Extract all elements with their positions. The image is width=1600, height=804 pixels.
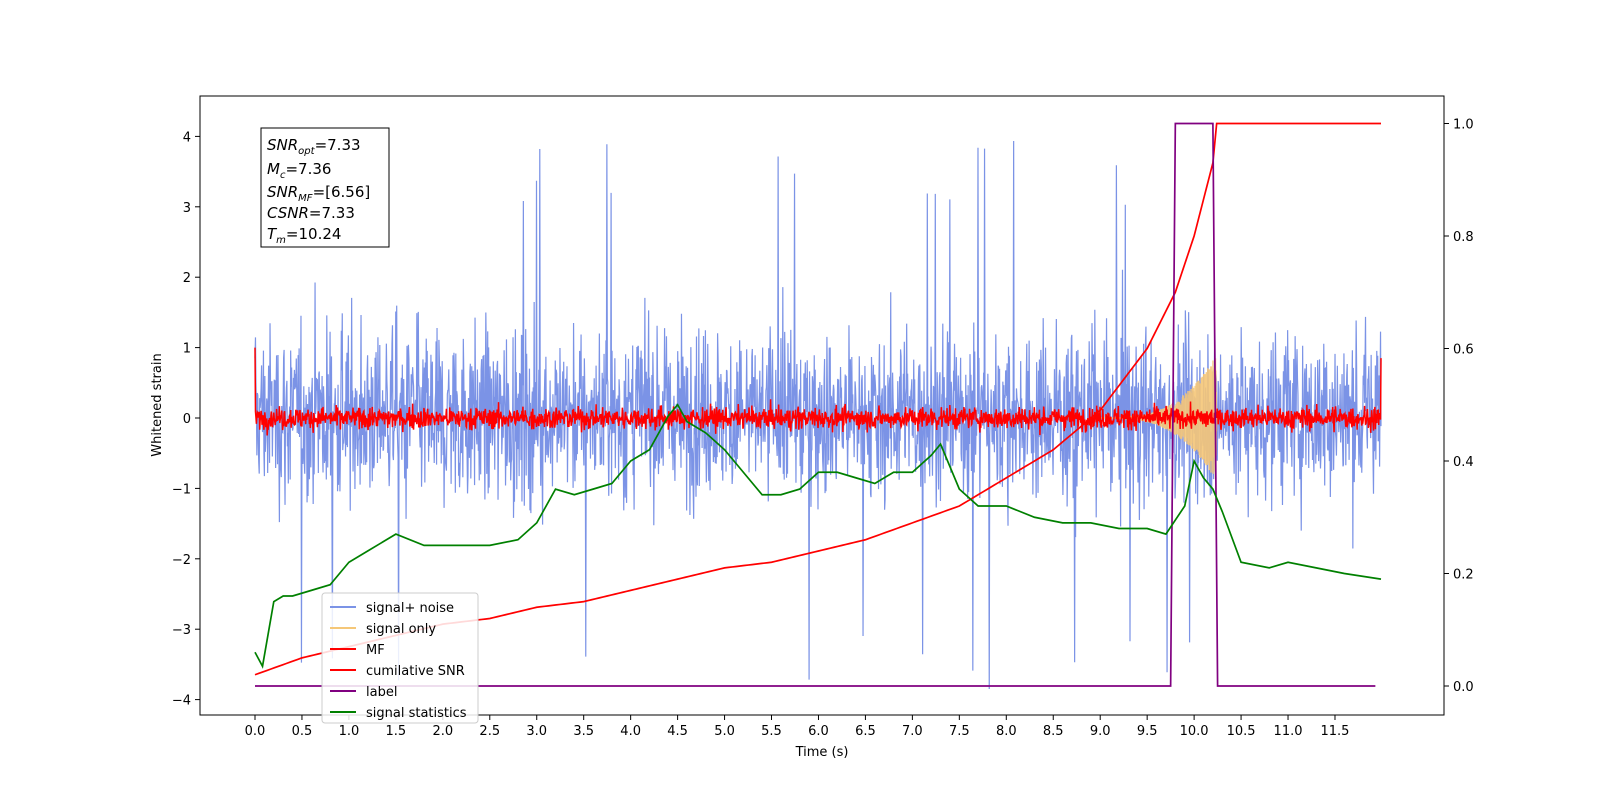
- legend-label: signal statistics: [366, 706, 467, 721]
- legend-label: signal+ noise: [366, 601, 454, 616]
- info-snr-mf: SNRMF=[6.56]: [267, 183, 370, 204]
- x-tick-label: 6.0: [808, 724, 829, 739]
- plot-frame: [199, 95, 1445, 716]
- y-left-tick-label: −3: [172, 623, 191, 638]
- x-axis-label: Time (s): [795, 745, 849, 760]
- x-tick-label: 5.5: [761, 724, 782, 739]
- y-left-tick-label: 1: [183, 342, 191, 357]
- x-tick-label: 3.0: [526, 724, 547, 739]
- info-tm: Tm=10.24: [267, 225, 341, 246]
- info-snr-opt: SNRopt=7.33: [267, 136, 361, 157]
- x-tick-label: 8.0: [996, 724, 1017, 739]
- x-tick-label: 11.5: [1321, 724, 1350, 739]
- info-mc: Mc=7.36: [267, 160, 331, 181]
- info-csnr: CSNR=7.33: [267, 204, 355, 222]
- x-tick-label: 8.5: [1043, 724, 1064, 739]
- y-right-tick-label: 1.0: [1453, 118, 1474, 133]
- legend-label: cumilative SNR: [366, 664, 465, 679]
- y-right-tick-label: 0.2: [1453, 568, 1474, 583]
- x-tick-label: 5.0: [714, 724, 735, 739]
- y-axis-label: Whitened strain: [150, 353, 165, 456]
- x-tick-label: 2.0: [432, 724, 453, 739]
- y-left-tick-label: 3: [183, 201, 191, 216]
- x-tick-label: 2.5: [479, 724, 500, 739]
- y-left-tick-label: 2: [183, 271, 191, 286]
- x-tick-label: 9.5: [1137, 724, 1158, 739]
- x-tick-label: 6.5: [855, 724, 876, 739]
- y-left-tick-label: −1: [172, 482, 191, 497]
- x-tick-label: 0.0: [245, 724, 266, 739]
- y-left-tick-label: 4: [183, 130, 191, 145]
- series-signal-statistics: [254, 403, 1382, 669]
- x-tick-label: 11.0: [1274, 724, 1303, 739]
- x-tick-label: 7.5: [949, 724, 970, 739]
- x-tick-label: 1.5: [386, 724, 407, 739]
- x-tick-label: 4.5: [667, 724, 688, 739]
- x-tick-label: 1.0: [339, 724, 360, 739]
- y-left-tick-label: −2: [172, 553, 191, 568]
- y-left-tick-label: 0: [183, 412, 191, 427]
- legend-label: MF: [366, 643, 385, 658]
- y-right-tick-label: 0.4: [1453, 455, 1474, 470]
- x-tick-label: 4.0: [620, 724, 641, 739]
- y-right-tick-label: 0.6: [1453, 343, 1474, 358]
- y-right-tick-label: 0.0: [1453, 680, 1474, 695]
- x-tick-label: 9.0: [1090, 724, 1111, 739]
- y-right-tick-label: 0.8: [1453, 230, 1474, 245]
- info-box: SNRopt=7.33 Mc=7.36 SNRMF=[6.56] CSNR=7.…: [260, 127, 390, 248]
- legend: signal+ noise signal only MF cumilative SNR…: [321, 592, 479, 724]
- series-label: [255, 122, 1376, 687]
- x-tick-label: 0.5: [292, 724, 313, 739]
- x-tick-label: 7.0: [902, 724, 923, 739]
- legend-label: label: [366, 685, 397, 700]
- x-tick-label: 10.5: [1227, 724, 1256, 739]
- series-mf: [254, 347, 1382, 436]
- x-tick-label: 3.5: [573, 724, 594, 739]
- legend-label: signal only: [366, 622, 436, 637]
- y-left-tick-label: −4: [172, 694, 191, 709]
- x-tick-label: 10.0: [1180, 724, 1209, 739]
